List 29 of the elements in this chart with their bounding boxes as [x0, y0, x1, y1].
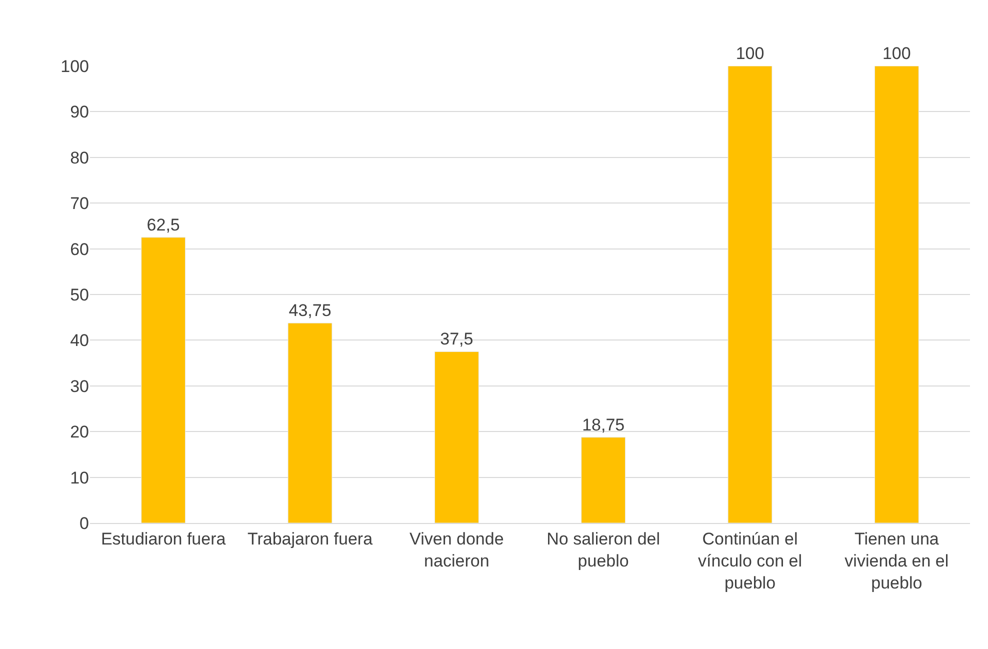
- y-tick-label: 100: [60, 56, 89, 76]
- x-tick-label: Continúan el vínculo con el pueblo: [698, 529, 802, 593]
- data-label: 100: [882, 44, 911, 63]
- y-tick-label: 90: [70, 102, 89, 122]
- bar: [728, 66, 772, 523]
- y-tick-label: 70: [70, 194, 89, 214]
- y-tick-label: 40: [70, 331, 89, 350]
- data-label: 18,75: [582, 415, 625, 434]
- y-tick-label: 80: [70, 148, 89, 168]
- x-tick-label: Viven donde nacieron: [410, 529, 504, 570]
- y-tick-label: 30: [70, 376, 89, 396]
- y-tick-label: 0: [80, 514, 89, 533]
- y-tick-label: 10: [70, 468, 89, 488]
- y-tick-label: 50: [70, 285, 89, 304]
- data-label: 43,75: [288, 301, 332, 320]
- data-label: 62,5: [146, 215, 180, 234]
- data-label: 37,5: [440, 330, 474, 349]
- bar: [141, 237, 186, 523]
- x-tick-label: Tienen una vivienda en el pueblo: [844, 529, 949, 593]
- data-label: 100: [736, 44, 764, 63]
- bar: [581, 437, 626, 523]
- y-tick-label: 60: [70, 240, 89, 259]
- bar: [288, 322, 332, 523]
- bar: [874, 66, 919, 523]
- x-tick-label: Estudiaron fuera: [100, 529, 226, 548]
- y-tick-label: 20: [70, 422, 89, 442]
- x-tick-label: No salieron del pueblo: [546, 529, 660, 570]
- bar: [434, 351, 479, 523]
- x-tick-label: Trabajaron fuera: [247, 529, 374, 548]
